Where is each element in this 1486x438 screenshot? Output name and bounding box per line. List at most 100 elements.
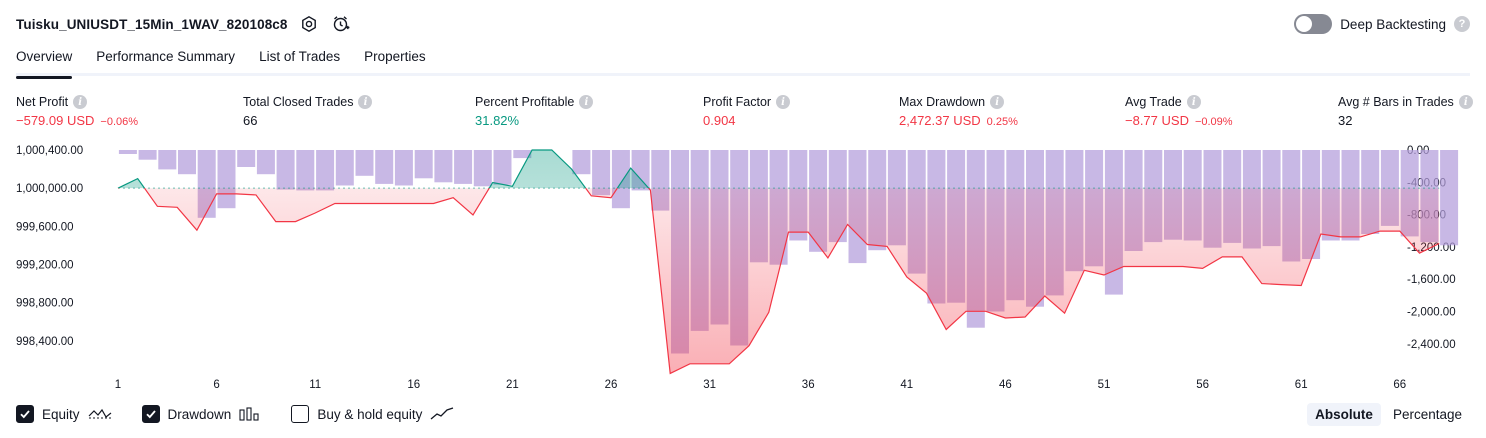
equity-line-below [117, 188, 1440, 375]
drawdown-bar [493, 150, 512, 185]
equity-checkbox[interactable] [16, 405, 34, 423]
drawdown-bar [118, 150, 137, 154]
chart-legend: Equity Drawdown Buy & hold equity [16, 402, 484, 426]
help-icon[interactable]: ? [1454, 16, 1470, 32]
drawdown-bar [454, 150, 473, 184]
drawdown-bar [434, 150, 453, 183]
metric-label: Avg # Bars in Trades [1338, 95, 1454, 109]
checkmark-icon [20, 410, 30, 419]
info-icon[interactable]: i [358, 95, 373, 109]
mode-absolute-button[interactable]: Absolute [1307, 402, 1381, 426]
metric-value: 31.82% [475, 113, 520, 128]
drawdown-bars-icon [239, 406, 261, 422]
deep-backtesting-label: Deep Backtesting [1340, 16, 1446, 32]
legend-label: Equity [42, 406, 80, 422]
drawdown-bar [611, 150, 630, 209]
tab-list-of-trades[interactable]: List of Trades [259, 49, 341, 64]
legend-drawdown[interactable]: Drawdown [141, 405, 262, 423]
drawdown-bar [513, 150, 532, 159]
metric-percent: −0.09% [1194, 116, 1233, 128]
left-tick-label: 1,000,400.00 [16, 145, 83, 157]
toggle-knob [1296, 16, 1313, 32]
drawdown-bar [592, 150, 611, 196]
drawdown-bar [1440, 150, 1459, 246]
x-tick-label: 26 [605, 379, 618, 391]
metric-label: Max Drawdown [899, 95, 986, 109]
left-tick-label: 999,600.00 [16, 221, 74, 233]
strategy-title: Tuisku_UNIUSDT_15Min_1WAV_820108c8 [16, 16, 288, 32]
metric-value: 32 [1338, 113, 1353, 128]
deep-backtesting: Deep Backtesting ? [1294, 13, 1470, 35]
deep-backtesting-toggle[interactable] [1294, 14, 1333, 34]
info-icon[interactable]: i [990, 95, 1005, 109]
metric-percent: −0.06% [100, 116, 139, 128]
tab-performance-summary[interactable]: Performance Summary [96, 49, 236, 64]
metric-label: Total Closed Trades [243, 95, 354, 109]
value-mode-switch: Absolute Percentage [1307, 401, 1470, 427]
drawdown-bar [217, 150, 236, 209]
info-icon[interactable]: i [73, 95, 88, 109]
x-tick-label: 36 [802, 379, 815, 391]
metric-avg-bars-in-trades: Avg # Bars in Trades i 32 [1338, 94, 1473, 128]
checkmark-icon [145, 410, 156, 419]
info-icon[interactable]: i [1186, 95, 1201, 109]
buy-hold-checkbox[interactable] [291, 405, 310, 423]
settings-icon[interactable] [298, 13, 320, 35]
equity-area-above [118, 150, 649, 189]
legend-label: Buy & hold equity [317, 406, 423, 422]
info-icon[interactable]: i [579, 95, 594, 109]
x-tick-label: 66 [1393, 379, 1406, 391]
metric-max-drawdown: Max Drawdown i 2,472.37 USD 0.25% [899, 94, 1018, 128]
right-tick-label: -2,400.00 [1407, 339, 1456, 351]
equity-drawdown-chart[interactable]: 1,000,400.00 1,000,000.00 999,600.00 999,20… [0, 138, 1486, 396]
right-tick-label: -2,000.00 [1407, 307, 1456, 319]
drawdown-bar [276, 150, 295, 190]
metric-value: 2,472.37 USD [899, 113, 981, 128]
legend-buy-hold[interactable]: Buy & hold equity [291, 405, 454, 423]
x-tick-label: 51 [1098, 379, 1111, 391]
left-tick-label: 1,000,000.00 [16, 183, 83, 195]
metric-label: Profit Factor [703, 95, 772, 109]
x-tick-label: 11 [309, 379, 321, 391]
drawdown-bar [237, 150, 256, 167]
metric-value: 0.904 [703, 113, 736, 128]
x-tick-label: 21 [506, 379, 519, 391]
drawdown-bar [316, 150, 335, 191]
drawdown-bar [178, 150, 196, 175]
drawdown-bar [375, 150, 394, 184]
drawdown-bar [394, 150, 413, 186]
metric-label: Percent Profitable [475, 95, 575, 109]
x-tick-label: 41 [900, 379, 913, 391]
mode-percentage-button[interactable]: Percentage [1392, 406, 1462, 422]
info-icon[interactable]: i [776, 95, 791, 109]
x-tick-label: 6 [213, 379, 219, 391]
right-tick-label: -1,600.00 [1407, 274, 1456, 286]
metric-value: −579.09 USD [16, 113, 95, 128]
x-tick-label: 56 [1196, 379, 1209, 391]
x-tick-label: 31 [703, 379, 716, 391]
info-icon[interactable]: i [1458, 95, 1473, 109]
drawdown-bar [256, 150, 275, 175]
buy-hold-line-icon [430, 406, 454, 422]
drawdown-bar [158, 150, 177, 170]
tab-properties[interactable]: Properties [364, 49, 426, 64]
drawdown-bar [414, 150, 433, 179]
tab-overview[interactable]: Overview [16, 46, 73, 79]
tab-bar: Overview Performance Summary List of Tra… [16, 46, 1470, 79]
left-axis: 1,000,400.00 1,000,000.00 999,600.00 999,20… [16, 145, 83, 348]
left-tick-label: 999,200.00 [16, 260, 74, 272]
x-tick-label: 1 [115, 379, 121, 391]
metric-value: −8.77 USD [1125, 113, 1189, 128]
legend-equity[interactable]: Equity [16, 405, 112, 423]
drawdown-checkbox[interactable] [141, 405, 160, 423]
alarm-clock-plus-icon[interactable] [330, 13, 352, 35]
equity-line-icon [88, 406, 112, 422]
left-tick-label: 998,400.00 [16, 336, 74, 348]
drawdown-bar [355, 150, 374, 176]
left-tick-label: 998,800.00 [16, 298, 74, 310]
legend-label: Drawdown [167, 406, 232, 422]
metric-percent-profitable: Percent Profitable i 31.82% [475, 94, 594, 128]
metric-value: 66 [243, 113, 258, 128]
metric-avg-trade: Avg Trade i −8.77 USD −0.09% [1125, 94, 1233, 128]
drawdown-bar [335, 150, 354, 186]
